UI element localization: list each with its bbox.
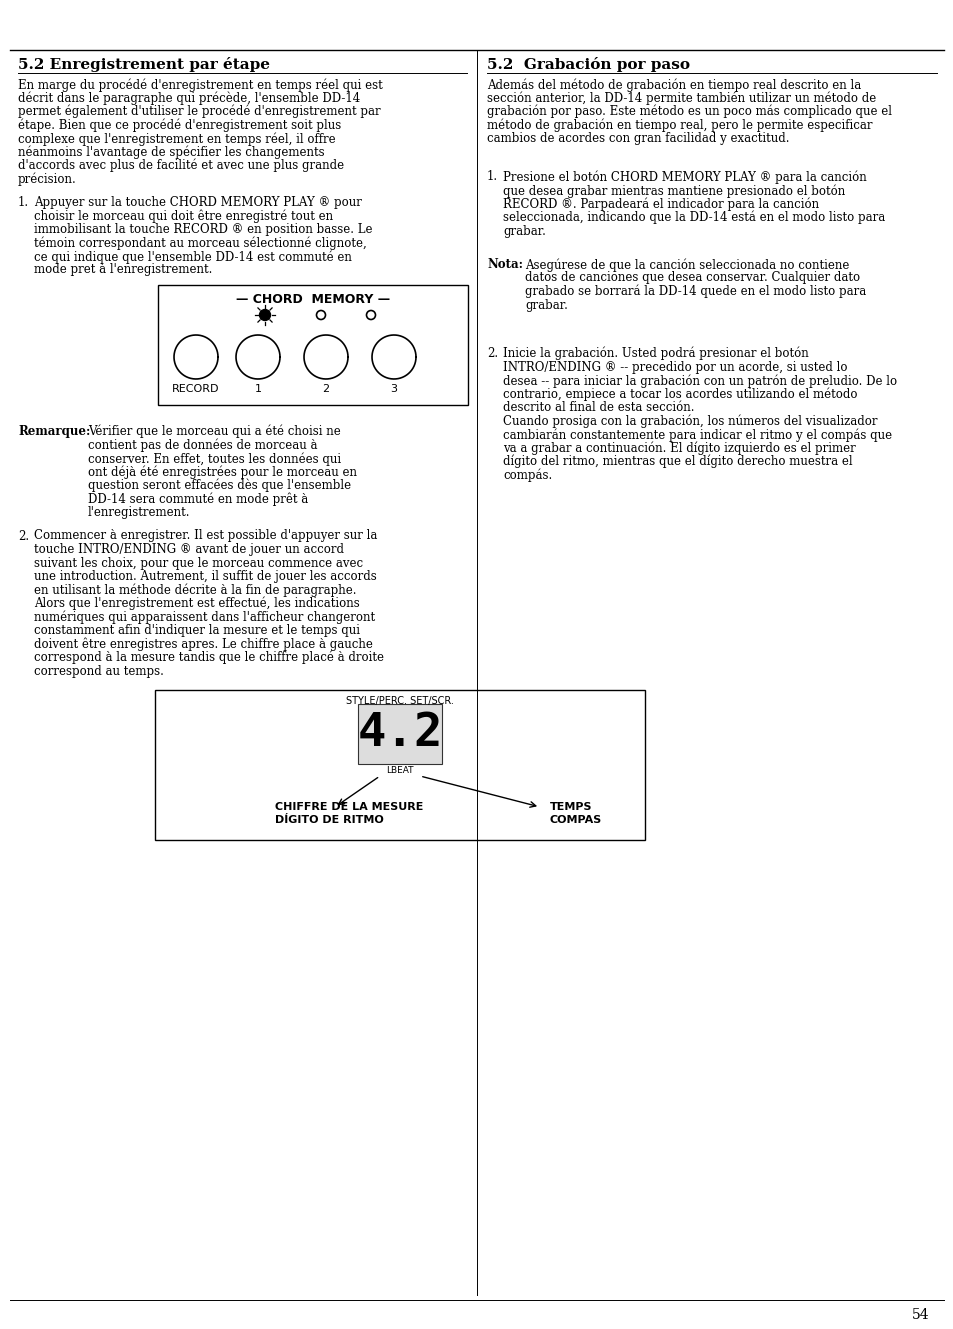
FancyBboxPatch shape [158,284,468,405]
FancyBboxPatch shape [357,704,441,764]
Text: contient pas de données de morceau à: contient pas de données de morceau à [88,439,317,452]
Text: Remarque:: Remarque: [18,425,91,439]
Text: cambiarán constantemente para indicar el ritmo y el compás que: cambiarán constantemente para indicar el… [502,428,891,441]
Text: décrit dans le paragraphe qui précède, l'ensemble DD-14: décrit dans le paragraphe qui précède, l… [18,92,360,105]
Text: contrario, empiece a tocar los acordes utilizando el método: contrario, empiece a tocar los acordes u… [502,388,857,401]
Text: 1: 1 [254,384,261,393]
Text: sección anterior, la DD-14 permite también utilizar un método de: sección anterior, la DD-14 permite tambi… [486,92,876,105]
Text: d'accords avec plus de facilité et avec une plus grande: d'accords avec plus de facilité et avec … [18,159,344,173]
Text: 3: 3 [390,384,397,393]
Text: RECORD: RECORD [172,384,219,393]
Text: Nota:: Nota: [486,258,522,271]
Text: DÍGITO DE RITMO: DÍGITO DE RITMO [274,815,383,825]
Text: compás.: compás. [502,469,552,482]
Text: précision.: précision. [18,173,76,186]
Text: une introduction. Autrement, il suffit de jouer les accords: une introduction. Autrement, il suffit d… [34,570,376,583]
Text: doivent être enregistres apres. Le chiffre place à gauche: doivent être enregistres apres. Le chiff… [34,638,373,651]
Text: 5.2 Enregistrement par étape: 5.2 Enregistrement par étape [18,57,270,72]
Text: 4.2: 4.2 [356,711,442,756]
Text: INTRO/ENDING ® -- precedido por un acorde, si usted lo: INTRO/ENDING ® -- precedido por un acord… [502,360,846,373]
Text: RECORD ®. Parpadeará el indicador para la canción: RECORD ®. Parpadeará el indicador para l… [502,198,819,211]
Text: grabar.: grabar. [524,299,567,311]
Text: grabación por paso. Este método es un poco más complicado que el: grabación por paso. Este método es un po… [486,105,891,118]
Text: conserver. En effet, toutes les données qui: conserver. En effet, toutes les données … [88,452,341,465]
Text: néanmoins l'avantage de spécifier les changements: néanmoins l'avantage de spécifier les ch… [18,145,324,159]
Text: Alors que l'enregistrement est effectué, les indications: Alors que l'enregistrement est effectué,… [34,597,359,610]
Text: LBEAT: LBEAT [386,766,414,775]
Text: ont déjà été enregistrées pour le morceau en: ont déjà été enregistrées pour le morcea… [88,465,356,478]
Text: Además del método de grabación en tiempo real descrito en la: Además del método de grabación en tiempo… [486,78,861,92]
Text: En marge du procédé d'enregistrement en temps réel qui est: En marge du procédé d'enregistrement en … [18,78,382,92]
Circle shape [259,310,271,320]
Text: 54: 54 [911,1308,929,1322]
Text: CHIFFRE DE LA MESURE: CHIFFRE DE LA MESURE [274,801,423,812]
Text: ce qui indique que l'ensemble DD-14 est commuté en: ce qui indique que l'ensemble DD-14 est … [34,250,352,263]
Text: constamment afin d'indiquer la mesure et le temps qui: constamment afin d'indiquer la mesure et… [34,625,359,637]
Text: permet également d'utiliser le procédé d'enregistrement par: permet également d'utiliser le procédé d… [18,105,380,118]
Text: Cuando prosiga con la grabación, los números del visualizador: Cuando prosiga con la grabación, los núm… [502,415,877,428]
Text: método de grabación en tiempo real, pero le permite especificar: método de grabación en tiempo real, pero… [486,118,872,132]
Text: grabar.: grabar. [502,225,545,238]
Text: témoin correspondant au morceau sélectionné clignote,: témoin correspondant au morceau sélectio… [34,237,366,250]
Text: touche INTRO/ENDING ® avant de jouer un accord: touche INTRO/ENDING ® avant de jouer un … [34,544,344,556]
Text: 1.: 1. [18,195,30,209]
Text: en utilisant la méthode décrite à la fin de paragraphe.: en utilisant la méthode décrite à la fin… [34,583,356,597]
Text: numériques qui apparaissent dans l'afficheur changeront: numériques qui apparaissent dans l'affic… [34,610,375,625]
Text: 2.: 2. [486,347,497,360]
Text: Asegúrese de que la canción seleccionada no contiene: Asegúrese de que la canción seleccionada… [524,258,848,271]
Text: 5.2  Grabación por paso: 5.2 Grabación por paso [486,57,689,72]
Text: dígito del ritmo, mientras que el dígito derecho muestra el: dígito del ritmo, mientras que el dígito… [502,455,852,469]
Text: choisir le morceau qui doit être enregistré tout en: choisir le morceau qui doit être enregis… [34,210,333,223]
Text: Vérifier que le morceau qui a été choisi ne: Vérifier que le morceau qui a été choisi… [88,425,340,439]
Text: étape. Bien que ce procédé d'enregistrement soit plus: étape. Bien que ce procédé d'enregistrem… [18,118,341,132]
Text: grabado se borrará la DD-14 quede en el modo listo para: grabado se borrará la DD-14 quede en el … [524,284,865,299]
Text: correspond à la mesure tandis que le chiffre placé à droite: correspond à la mesure tandis que le chi… [34,651,384,664]
Text: Inicie la grabación. Usted podrá presionar el botón: Inicie la grabación. Usted podrá presion… [502,347,808,360]
Text: Commencer à enregistrer. Il est possible d'appuyer sur la: Commencer à enregistrer. Il est possible… [34,529,377,542]
Text: STYLE/PERC. SET/SCR.: STYLE/PERC. SET/SCR. [346,696,454,706]
Text: immobilisant la touche RECORD ® en position basse. Le: immobilisant la touche RECORD ® en posit… [34,223,372,237]
Text: cambios de acordes con gran facilidad y exactitud.: cambios de acordes con gran facilidad y … [486,132,789,145]
Text: desea -- para iniciar la grabación con un patrón de preludio. De lo: desea -- para iniciar la grabación con u… [502,373,896,388]
Text: mode pret à l'enregistrement.: mode pret à l'enregistrement. [34,263,213,276]
Text: 2: 2 [322,384,329,393]
Text: datos de canciones que desea conservar. Cualquier dato: datos de canciones que desea conservar. … [524,271,860,284]
Text: va a grabar a continuación. El dígito izquierdo es el primer: va a grabar a continuación. El dígito iz… [502,441,855,455]
Text: descrito al final de esta sección.: descrito al final de esta sección. [502,401,694,415]
Text: COMPAS: COMPAS [550,815,601,825]
Text: question seront effacées dès que l'ensemble: question seront effacées dès que l'ensem… [88,478,351,493]
Text: DD-14 sera commuté en mode prêt à: DD-14 sera commuté en mode prêt à [88,493,308,506]
Text: complexe que l'enregistrement en temps réel, il offre: complexe que l'enregistrement en temps r… [18,132,335,145]
FancyBboxPatch shape [154,690,644,840]
Text: 1.: 1. [486,170,497,183]
Text: — CHORD  MEMORY —: — CHORD MEMORY — [235,292,390,306]
Text: suivant les choix, pour que le morceau commence avec: suivant les choix, pour que le morceau c… [34,557,363,570]
Text: Presione el botón CHORD MEMORY PLAY ® para la canción: Presione el botón CHORD MEMORY PLAY ® pa… [502,170,866,183]
Text: 2.: 2. [18,529,30,542]
Text: correspond au temps.: correspond au temps. [34,664,164,678]
Text: l'enregistrement.: l'enregistrement. [88,506,191,520]
Text: TEMPS: TEMPS [550,801,592,812]
Text: que desea grabar mientras mantiene presionado el botón: que desea grabar mientras mantiene presi… [502,183,844,198]
Text: seleccionada, indicando que la DD-14 está en el modo listo para: seleccionada, indicando que la DD-14 est… [502,211,884,225]
Text: Appuyer sur la touche CHORD MEMORY PLAY ® pour: Appuyer sur la touche CHORD MEMORY PLAY … [34,195,361,209]
